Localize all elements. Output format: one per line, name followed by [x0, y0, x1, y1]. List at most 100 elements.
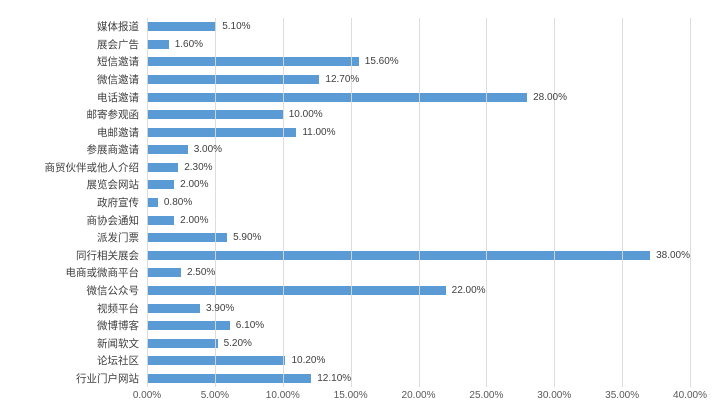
data-label: 10.00% [288, 109, 323, 121]
bar [147, 338, 218, 348]
category-axis: 媒体报道展会广告短信邀请微信邀请电话邀请邮寄参观函电邮邀请参展商邀请商贸伙伴或他… [0, 18, 143, 387]
bar [147, 198, 158, 208]
data-label: 12.70% [325, 74, 360, 86]
category-label: 参展商邀请 [86, 144, 140, 157]
data-label: 15.60% [364, 56, 399, 68]
gridline [147, 18, 148, 387]
bar-row: 2.00% [147, 211, 690, 229]
category-label: 微信邀请 [97, 74, 139, 87]
x-axis: 0.00% 5.00% 10.00% 15.00% 20.00% 25.00% 30.00%… [133, 390, 707, 406]
bar [147, 57, 359, 67]
data-label: 5.10% [222, 21, 251, 33]
gridline [350, 18, 352, 387]
bar-row: 10.20% [147, 352, 690, 370]
bar-row: 3.00% [147, 141, 690, 159]
x-tick-label: 0.00% [132, 390, 162, 401]
data-label: 0.80% [163, 197, 193, 209]
data-label: 11.00% [302, 126, 336, 138]
category-label: 政府宣传 [97, 197, 139, 210]
bar [147, 145, 188, 155]
bar-row: 2.00% [147, 176, 690, 194]
category-label: 电商或微商平台 [65, 267, 140, 280]
category-label: 微信公众号 [86, 284, 140, 297]
data-label: 3.00% [193, 144, 223, 156]
category-label: 短信邀请 [97, 56, 139, 69]
bar-row: 2.30% [147, 159, 690, 177]
bar-row: 1.60% [147, 36, 690, 54]
bar [147, 233, 228, 243]
bar [147, 75, 320, 85]
bar [147, 162, 179, 172]
bar [147, 321, 230, 331]
x-tick-label: 5.00% [200, 390, 230, 401]
gridline [690, 18, 691, 387]
bar-row: 12.70% [147, 71, 690, 89]
bar [147, 22, 217, 32]
data-label: 22.00% [451, 284, 486, 296]
bar-row: 38.00% [147, 247, 690, 265]
gridline [554, 18, 556, 387]
data-label: 5.20% [223, 337, 252, 349]
category-label: 媒体报道 [97, 21, 139, 34]
bar-row: 15.60% [147, 53, 690, 71]
bar [147, 39, 169, 49]
category-label: 行业门户网站 [76, 372, 139, 385]
bar-row: 5.20% [147, 334, 690, 352]
bar-row: 3.90% [147, 299, 690, 317]
bar-row: 5.10% [147, 18, 690, 36]
bar [147, 285, 446, 295]
category-label: 派发门票 [97, 232, 139, 245]
bar-row: 2.50% [147, 264, 690, 282]
x-tick-label: 40.00% [673, 390, 707, 401]
data-label: 38.00% [656, 249, 690, 261]
bar [147, 356, 286, 366]
category-label: 视频平台 [97, 302, 139, 315]
gridline [214, 18, 216, 387]
bar [147, 92, 528, 102]
bar-row: 28.00% [147, 88, 690, 106]
data-label: 2.00% [180, 214, 209, 226]
gridline [418, 18, 420, 387]
category-label: 论坛社区 [97, 355, 139, 368]
bar-row: 5.90% [147, 229, 690, 247]
bar [147, 268, 181, 278]
bar [147, 180, 175, 190]
category-label: 同行相关展会 [76, 249, 139, 262]
data-label: 1.60% [174, 38, 204, 50]
data-label: 12.10% [317, 372, 352, 384]
data-label: 3.90% [205, 302, 235, 314]
category-label: 展览会网站 [86, 179, 140, 192]
category-label: 邮寄参观函 [86, 109, 140, 122]
bar [147, 373, 312, 383]
x-tick-label: 15.00% [333, 390, 368, 401]
gridline [622, 18, 624, 387]
category-label: 商贸伙伴或他人介绍 [44, 161, 140, 174]
bar [147, 303, 200, 313]
data-label: 2.30% [184, 161, 213, 173]
bar [147, 127, 297, 137]
bar-row: 22.00% [147, 282, 690, 300]
x-tick-label: 20.00% [401, 390, 436, 401]
data-label: 6.10% [235, 320, 265, 332]
category-label: 电话邀请 [97, 91, 139, 104]
data-label: 28.00% [533, 91, 568, 103]
category-label: 展会广告 [97, 38, 139, 51]
plot-area: 5.10% 1.60% 15.60% 12.70% 28.00% 10.00% 11.00%… [147, 18, 691, 388]
category-label: 新闻软文 [97, 337, 139, 350]
x-tick-label: 30.00% [537, 390, 572, 401]
data-label: 10.20% [291, 355, 326, 367]
x-tick-label: 35.00% [605, 390, 640, 401]
bar-row: 12.10% [147, 370, 690, 388]
category-label: 商协会通知 [86, 214, 140, 227]
bar [147, 250, 651, 260]
category-label: 电邮邀请 [97, 126, 139, 139]
bar [147, 215, 175, 225]
data-label: 2.50% [186, 267, 216, 279]
gridline [486, 18, 488, 387]
x-tick-label: 25.00% [469, 390, 504, 401]
x-tick-label: 10.00% [265, 390, 300, 401]
category-label: 微博博客 [97, 320, 139, 333]
bar-row: 0.80% [147, 194, 690, 212]
bar-row: 11.00% [147, 123, 690, 141]
